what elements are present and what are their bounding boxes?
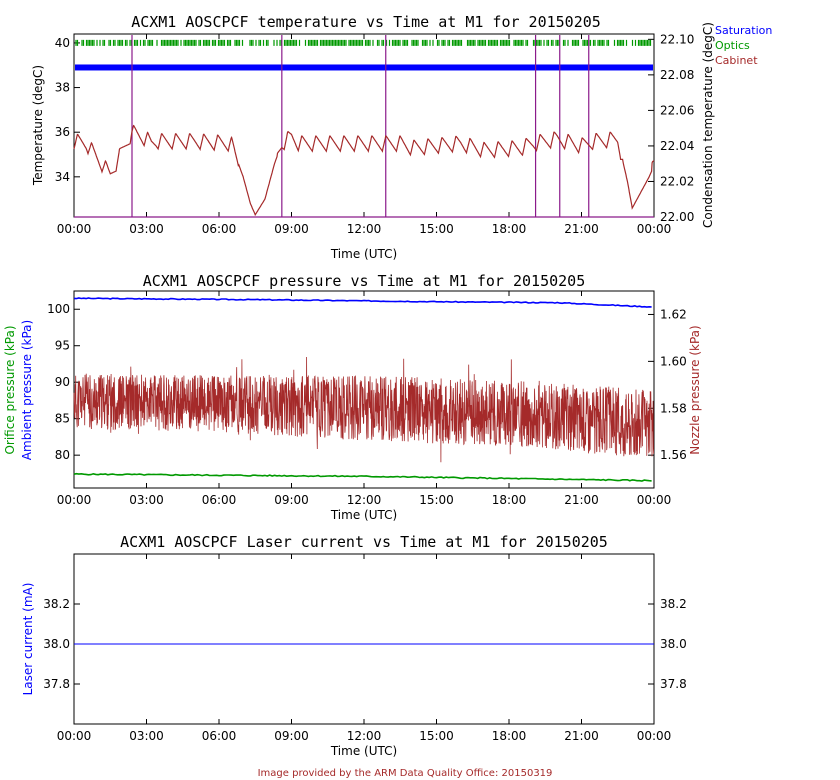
x-tick-label: 00:00 <box>637 222 672 236</box>
temperature-x-axis-label: Time (UTC) <box>330 247 397 261</box>
y-tick-label: 34 <box>55 170 70 184</box>
x-tick-label: 03:00 <box>129 493 164 507</box>
x-tick-label: 00:00 <box>637 493 672 507</box>
laser-current-right-y-ticks: 37.8 38.0 38.2 <box>648 597 687 691</box>
right-y-tick-label: 22.04 <box>660 139 694 153</box>
x-tick-label: 21:00 <box>564 222 599 236</box>
x-tick-label: 21:00 <box>564 729 599 743</box>
legend-entry-optics: Optics <box>715 39 750 52</box>
y-tick-label: 80 <box>55 448 70 462</box>
laser-current-panel: ACXM1 AOSCPCF Laser current vs Time at M… <box>21 533 687 758</box>
y-tick-label: 38.2 <box>43 597 70 611</box>
y-tick-label: 38.0 <box>43 637 70 651</box>
pressure-right-y-ticks: 1.56 1.58 1.60 1.62 <box>648 307 687 462</box>
right-y-tick-label: 22.06 <box>660 103 694 117</box>
laser-current-plot-frame <box>73 553 655 725</box>
x-tick-label: 09:00 <box>274 729 309 743</box>
y-tick-label: 38 <box>55 81 70 95</box>
y-tick-label: 36 <box>55 125 70 139</box>
image-credit: Image provided by the ARM Data Quality O… <box>258 768 553 779</box>
pressure-y-ticks: 80 85 90 95 100 <box>47 302 80 462</box>
right-y-tick-label: 1.56 <box>660 448 687 462</box>
temperature-series <box>73 35 655 218</box>
x-tick-label: 06:00 <box>202 729 237 743</box>
y-tick-label: 90 <box>55 375 70 389</box>
x-tick-label: 15:00 <box>419 729 454 743</box>
right-y-tick-label: 22.10 <box>660 32 694 46</box>
nozzle-pressure-axis-label: Nozzle pressure (kPa) <box>688 325 702 454</box>
x-tick-label: 09:00 <box>274 493 309 507</box>
laser-current-y-ticks: 37.8 38.0 38.2 <box>43 597 80 691</box>
right-y-tick-label: 38.0 <box>660 637 687 651</box>
x-tick-label: 00:00 <box>57 222 92 236</box>
right-y-tick-label: 1.62 <box>660 307 687 321</box>
x-tick-label: 15:00 <box>419 493 454 507</box>
x-tick-label: 18:00 <box>492 222 527 236</box>
x-tick-label: 06:00 <box>202 493 237 507</box>
temperature-right-y-ticks: 22.00 22.02 22.04 22.06 22.08 22.10 <box>648 32 694 224</box>
legend-entry-cabinet: Cabinet <box>715 54 758 67</box>
y-tick-label: 85 <box>55 412 70 426</box>
pressure-x-axis-label: Time (UTC) <box>330 508 397 522</box>
laser-current-chart-title: ACXM1 AOSCPCF Laser current vs Time at M… <box>120 533 608 551</box>
right-y-tick-label: 22.08 <box>660 68 694 82</box>
y-tick-label: 95 <box>55 339 70 353</box>
pressure-chart-title: ACXM1 AOSCPCF pressure vs Time at M1 for… <box>143 272 586 290</box>
x-tick-label: 21:00 <box>564 493 599 507</box>
right-y-tick-label: 38.2 <box>660 597 687 611</box>
series-nozzle-pressure <box>73 356 655 463</box>
pressure-series <box>73 297 655 482</box>
legend-entry-saturation: Saturation <box>715 24 772 37</box>
x-tick-label: 12:00 <box>347 493 382 507</box>
x-tick-label: 18:00 <box>492 729 527 743</box>
temperature-legend: Saturation Optics Cabinet <box>715 24 772 67</box>
x-tick-label: 15:00 <box>419 222 454 236</box>
x-tick-label: 00:00 <box>57 493 92 507</box>
temperature-chart-title: ACXM1 AOSCPCF temperature vs Time at M1 … <box>131 13 601 31</box>
series-ambient-pressure <box>73 297 652 308</box>
x-tick-label: 12:00 <box>347 222 382 236</box>
right-y-tick-label: 1.60 <box>660 354 687 368</box>
x-tick-label: 09:00 <box>274 222 309 236</box>
temperature-x-ticks: 00:00 03:00 06:00 09:00 12:00 15:00 18:00 21:00… <box>57 34 672 236</box>
series-saturation <box>75 64 653 71</box>
series-optics <box>75 39 652 46</box>
temperature-y-axis-label: Temperature (degC) <box>31 65 45 186</box>
temperature-y-ticks: 34 36 38 40 <box>55 36 80 184</box>
condensation-y-axis-label: Condensation temperature (degC) <box>701 22 715 228</box>
x-tick-label: 03:00 <box>129 222 164 236</box>
x-tick-label: 12:00 <box>347 729 382 743</box>
x-tick-label: 18:00 <box>492 493 527 507</box>
pressure-x-ticks: 00:00 03:00 06:00 09:00 12:00 15:00 18:00 21:00… <box>57 291 672 507</box>
orifice-pressure-axis-label: Orifice pressure (kPa) <box>3 325 17 454</box>
y-tick-label: 100 <box>47 302 70 316</box>
laser-current-y-axis-label: Laser current (mA) <box>21 583 35 696</box>
right-y-tick-label: 37.8 <box>660 677 687 691</box>
ambient-pressure-axis-label: Ambient pressure (kPa) <box>20 320 34 460</box>
right-y-tick-label: 1.58 <box>660 401 687 415</box>
laser-current-x-ticks: 00:00 03:00 06:00 09:00 12:00 15:00 18:00 21:00… <box>57 554 672 743</box>
series-orifice-pressure <box>73 472 652 482</box>
right-y-tick-label: 22.00 <box>660 210 694 224</box>
y-tick-label: 40 <box>55 36 70 50</box>
series-cabinet <box>73 124 655 217</box>
temperature-plot-frame <box>73 33 655 218</box>
x-tick-label: 03:00 <box>129 729 164 743</box>
pressure-panel: ACXM1 AOSCPCF pressure vs Time at M1 for… <box>3 272 702 522</box>
x-tick-label: 00:00 <box>57 729 92 743</box>
temperature-panel: ACXM1 AOSCPCF temperature vs Time at M1 … <box>31 13 772 261</box>
y-tick-label: 37.8 <box>43 677 70 691</box>
x-tick-label: 00:00 <box>637 729 672 743</box>
right-y-tick-label: 22.02 <box>660 174 694 188</box>
x-tick-label: 06:00 <box>202 222 237 236</box>
series-condensation <box>74 35 654 218</box>
laser-current-x-axis-label: Time (UTC) <box>330 744 397 758</box>
